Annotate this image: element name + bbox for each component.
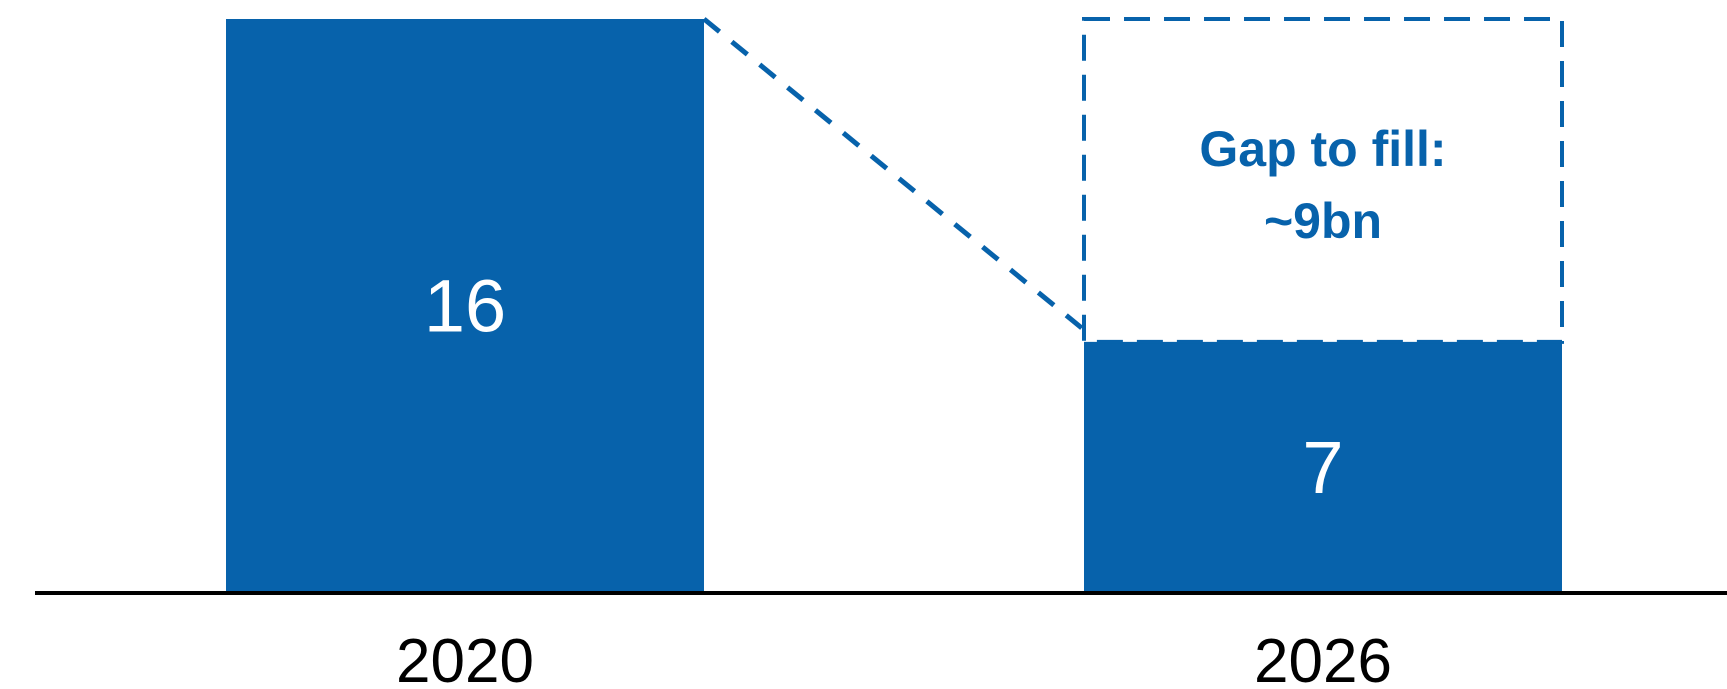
x-tick-label-2020: 2020 — [396, 627, 534, 689]
bar-2026 — [1084, 341, 1562, 593]
gap-label-line2: ~9bn — [1264, 193, 1382, 249]
bar-value-label-2026: 7 — [1302, 426, 1343, 509]
bar-2020 — [226, 19, 704, 593]
bar-value-label-2020: 16 — [424, 265, 506, 348]
gap-label-line1: Gap to fill: — [1199, 121, 1446, 177]
x-tick-label-2026: 2026 — [1254, 627, 1392, 689]
gap-dashed-box — [1082, 17, 1564, 344]
bars-layer — [226, 19, 1562, 593]
gap-connector-line — [702, 17, 1086, 332]
labels-layer: 16 2020 7 2026 Gap to fill: ~9bn — [396, 121, 1447, 689]
overlay-layer — [702, 17, 1564, 344]
